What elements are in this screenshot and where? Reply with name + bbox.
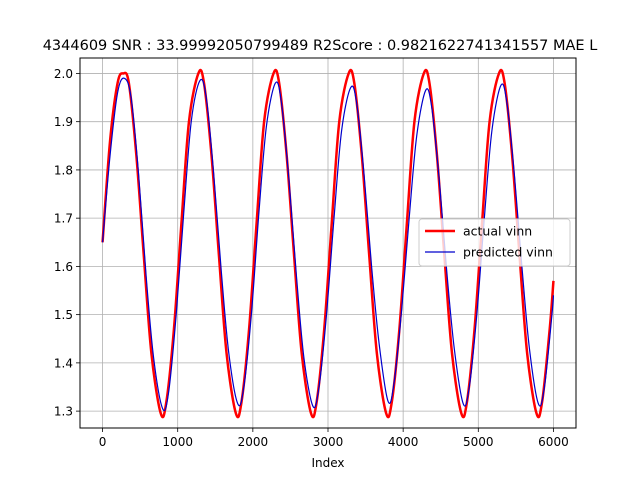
x-axis-label: Index [311,456,344,470]
y-tick-label: 2.0 [54,67,73,81]
y-tick-label: 1.6 [54,260,73,274]
x-tick-label: 1000 [162,435,193,449]
x-tick-label: 0 [99,435,107,449]
y-tick-label: 1.5 [54,308,73,322]
axis-ticks: 0 1000 2000 3000 4000 5000 6000 1.3 1.4 1.5 1.6 1.7… [54,67,569,449]
y-tick-label: 1.8 [54,163,73,177]
x-tick-label: 5000 [463,435,494,449]
legend: actual vinn predicted vinn [418,218,571,267]
x-tick-label: 2000 [238,435,269,449]
legend-box [418,218,571,267]
chart-title: 4344609 SNR : 33.99992050799489 R2Score … [43,38,598,54]
x-tick-label: 4000 [388,435,419,449]
legend-label-predicted: predicted vinn [463,245,553,260]
y-tick-label: 1.7 [54,212,73,226]
y-tick-label: 1.4 [54,356,73,370]
x-tick-label: 3000 [313,435,344,449]
x-tick-label: 6000 [538,435,569,449]
legend-label-actual: actual vinn [463,224,532,239]
y-tick-label: 1.9 [54,115,73,129]
y-tick-label: 1.3 [54,405,73,419]
